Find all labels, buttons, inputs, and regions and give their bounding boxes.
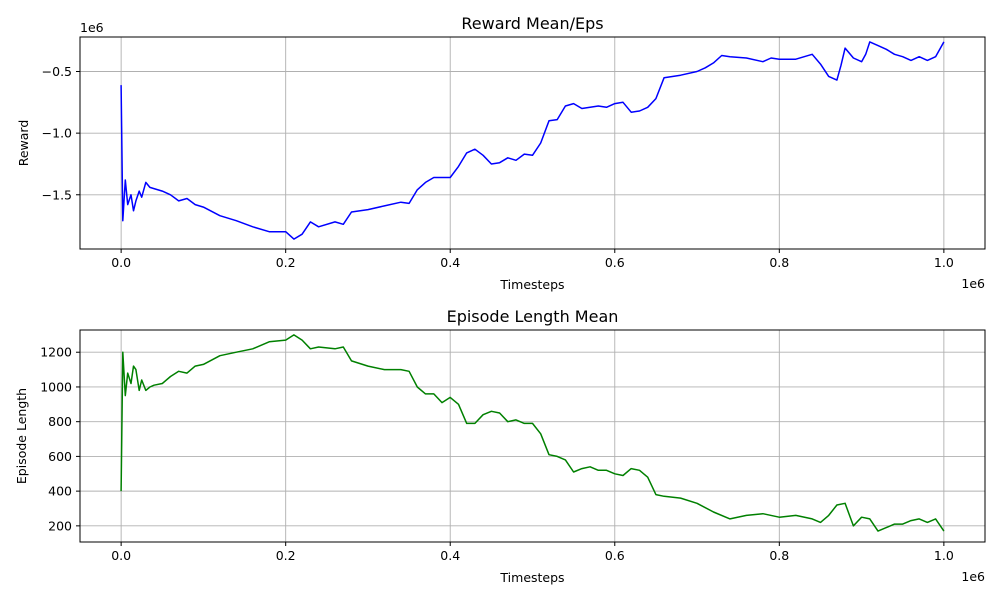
x-axis-label: Timesteps (499, 570, 564, 585)
y-tick-label: 400 (48, 484, 72, 499)
y-tick-label: −0.5 (42, 64, 72, 79)
plot-1 (76, 36, 986, 253)
x-tick-label: 0.8 (769, 548, 789, 563)
series-line (120, 334, 945, 532)
y-tick-label: 200 (48, 518, 72, 533)
x-tick-label: 1.0 (934, 255, 954, 270)
plot-frame (79, 36, 986, 250)
x-tick-label: 0.4 (440, 255, 460, 270)
chart-title: Episode Length Mean (447, 307, 619, 326)
chart-title: Reward Mean/Eps (461, 14, 603, 33)
x-tick-label: 0.2 (276, 548, 296, 563)
x-axis-label: Timesteps (499, 277, 564, 292)
x-tick-label: 0.6 (605, 255, 625, 270)
series-line (120, 41, 945, 240)
y-axis-label: Reward (16, 120, 31, 167)
plot-frame (79, 329, 986, 543)
x-tick-label: 0.0 (111, 255, 131, 270)
x-tick-label: 1.0 (934, 548, 954, 563)
y-tick-label: 1000 (40, 379, 72, 394)
y-tick-label: −1.0 (42, 126, 72, 141)
y-tick-label: −1.5 (42, 187, 72, 202)
y-axis-label: Episode Length (14, 388, 29, 484)
x-tick-label: 0.8 (769, 255, 789, 270)
y-offset-label: 1e6 (80, 20, 104, 35)
y-tick-label: 600 (48, 449, 72, 464)
x-tick-label: 0.0 (111, 548, 131, 563)
x-offset-label: 1e6 (961, 276, 985, 291)
plot-2 (76, 329, 986, 546)
y-tick-label: 1200 (40, 345, 72, 360)
x-tick-label: 0.2 (276, 255, 296, 270)
y-tick-label: 800 (48, 414, 72, 429)
x-offset-label: 1e6 (961, 569, 985, 584)
x-tick-label: 0.4 (440, 548, 460, 563)
x-tick-label: 0.6 (605, 548, 625, 563)
